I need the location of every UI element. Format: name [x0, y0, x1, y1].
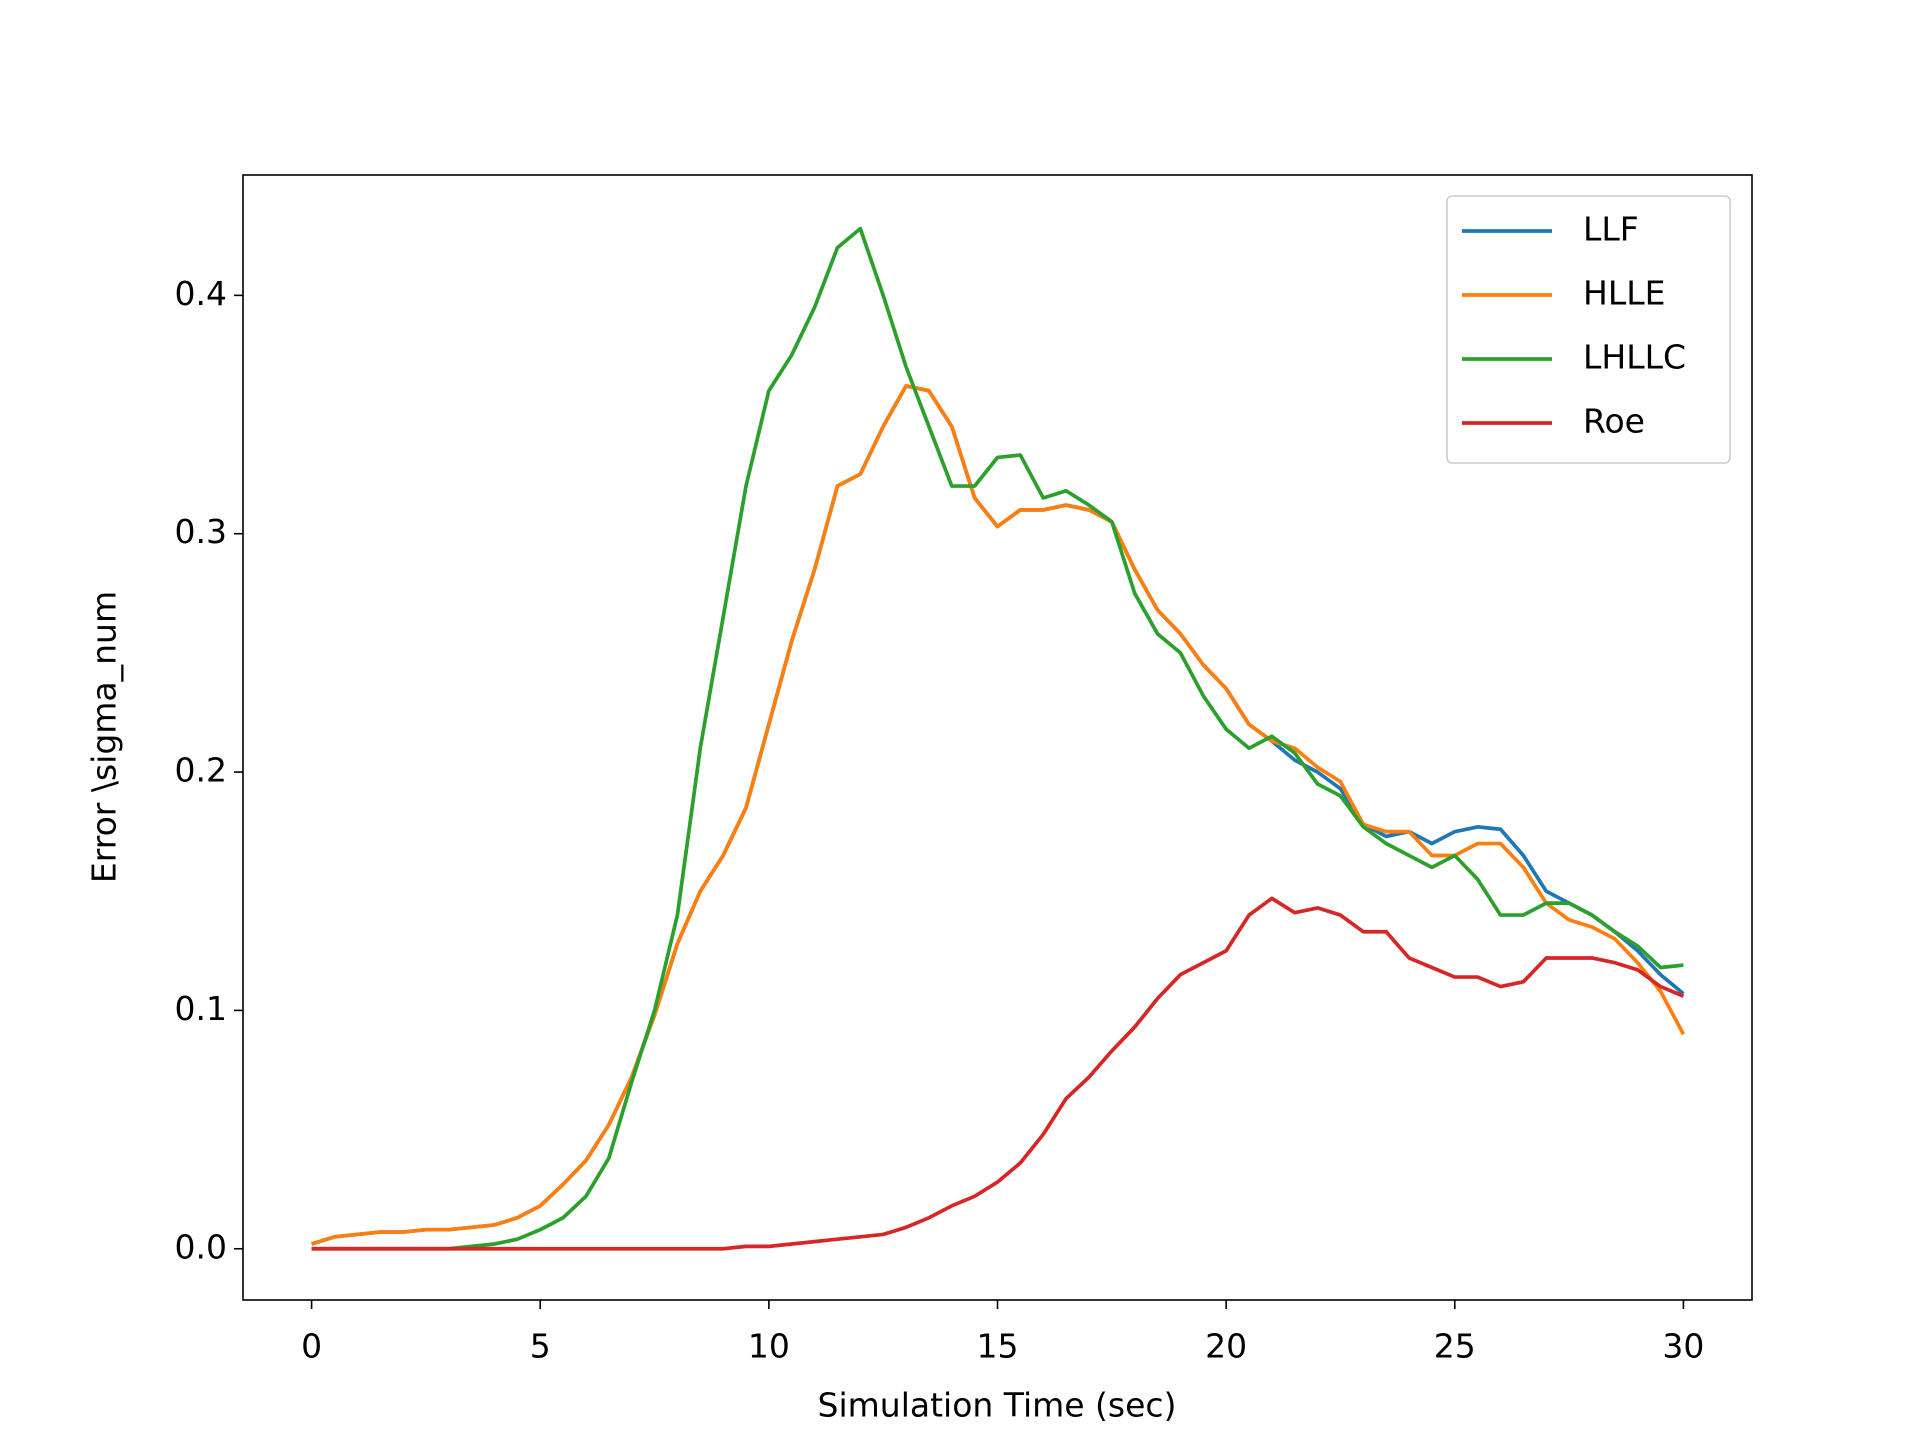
- legend-label: LHLLC: [1583, 338, 1686, 377]
- legend-label: Roe: [1583, 402, 1645, 441]
- legend-label: HLLE: [1583, 274, 1665, 313]
- y-tick-label: 0.2: [175, 751, 227, 790]
- x-axis-label: Simulation Time (sec): [818, 1386, 1177, 1425]
- y-tick-label: 0.4: [175, 274, 227, 313]
- y-axis-label: Error \sigma_num: [85, 591, 124, 883]
- x-tick-label: 5: [530, 1327, 551, 1366]
- series-line: [311, 384, 1685, 1246]
- x-tick-label: 30: [1662, 1327, 1704, 1366]
- x-tick-label: 10: [748, 1327, 790, 1366]
- y-tick-label: 0.0: [175, 1227, 227, 1266]
- x-tick-label: 20: [1205, 1327, 1247, 1366]
- x-tick-label: 25: [1434, 1327, 1476, 1366]
- x-tick-label: 0: [301, 1327, 322, 1366]
- legend-box: [1446, 195, 1731, 464]
- series-line: [311, 226, 1684, 1251]
- y-tick-label: 0.1: [175, 989, 227, 1028]
- series-line: [311, 384, 1686, 1246]
- y-tick-label: 0.3: [175, 512, 227, 551]
- plot-frame: [242, 174, 1753, 1301]
- series-line: [311, 896, 1685, 1251]
- x-tick-label: 15: [977, 1327, 1019, 1366]
- legend-label: LLF: [1583, 210, 1639, 249]
